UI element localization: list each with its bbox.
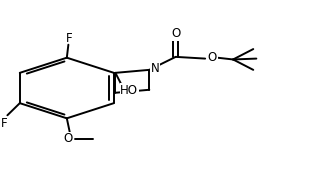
Text: F: F <box>1 117 8 130</box>
Text: O: O <box>171 27 180 40</box>
Text: O: O <box>208 51 217 64</box>
Text: O: O <box>64 132 73 145</box>
Text: N: N <box>150 62 159 75</box>
Text: HO: HO <box>121 84 138 97</box>
Text: F: F <box>66 32 72 45</box>
